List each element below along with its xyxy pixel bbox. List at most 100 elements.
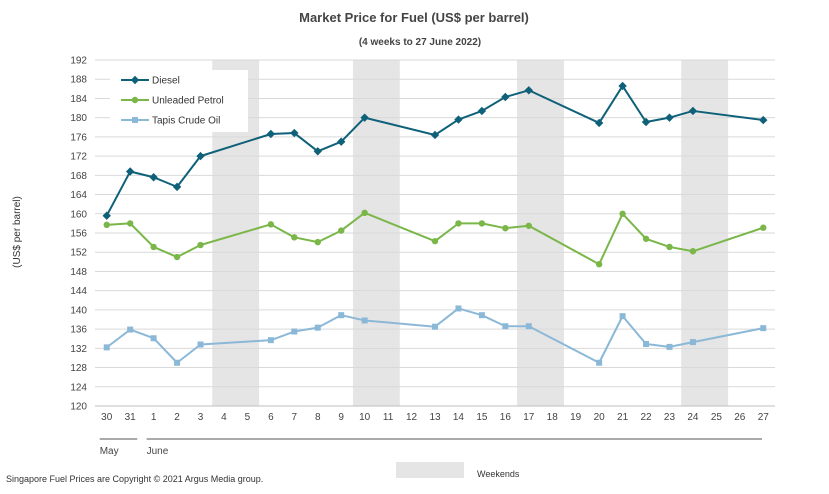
data-point (361, 317, 368, 324)
data-point (502, 224, 509, 232)
y-tick-label: 172 (70, 152, 87, 163)
x-tick-label: 1 (151, 412, 157, 423)
x-tick-label: 5 (245, 412, 251, 423)
y-tick-label: 144 (70, 286, 87, 297)
x-tick-label: 12 (406, 412, 418, 423)
data-point (431, 237, 439, 245)
x-tick-label: 31 (125, 412, 137, 423)
x-tick-label: 26 (734, 412, 746, 423)
data-point (432, 323, 438, 330)
chart-title: Market Price for Fuel (US$ per barrel) (299, 10, 529, 25)
data-point (338, 312, 345, 319)
y-tick-label: 168 (70, 171, 87, 182)
data-point (455, 305, 462, 312)
x-tick-label: 18 (547, 412, 559, 423)
data-point (619, 313, 626, 320)
data-point (478, 220, 486, 227)
legend-marker (132, 117, 138, 123)
x-tick-label: 4 (221, 412, 227, 423)
x-tick-label: 19 (570, 412, 582, 423)
month-axis: May June (99, 438, 762, 457)
data-point (150, 335, 157, 342)
weekend-legend-label: Weekends (477, 469, 520, 479)
x-tick-label: 6 (268, 412, 274, 423)
x-tick-label: 17 (523, 412, 535, 423)
x-tick-label: 14 (453, 412, 465, 423)
y-tick-label: 156 (70, 229, 87, 240)
month-label: May (100, 446, 119, 457)
data-point (524, 86, 533, 95)
legend-label: Tapis Crude Oil (152, 116, 220, 127)
x-tick-label: 22 (640, 412, 652, 423)
month-label: June (147, 446, 169, 457)
data-point (477, 106, 487, 116)
data-point (126, 220, 134, 227)
x-tick-label: 16 (500, 412, 512, 423)
x-tick-label: 7 (292, 412, 298, 423)
y-tick-label: 140 (70, 305, 87, 316)
legend-marker (130, 75, 140, 85)
data-point (595, 261, 603, 268)
x-tick-label: 9 (338, 412, 344, 423)
data-point (641, 117, 651, 127)
y-tick-labels: 120 124 128 132 136 140 144 148 152 156 160 164 168 1… (70, 56, 87, 413)
data-point (642, 235, 650, 242)
x-tick-label: 13 (429, 412, 441, 423)
x-tick-label: 25 (711, 412, 723, 423)
data-point (360, 113, 369, 122)
data-point (266, 129, 276, 139)
data-point (665, 113, 674, 122)
data-point (760, 224, 767, 231)
data-point (760, 325, 767, 332)
y-tick-label: 164 (70, 190, 87, 201)
y-tick-label: 124 (70, 382, 87, 393)
data-point (314, 324, 321, 331)
series-group (102, 81, 768, 366)
x-tick-label: 30 (101, 412, 113, 423)
data-point (525, 222, 532, 229)
data-point (150, 243, 157, 251)
data-point (174, 359, 181, 366)
x-tick-label: 10 (359, 412, 371, 423)
y-tick-label: 136 (70, 325, 87, 336)
data-point (125, 167, 135, 176)
data-point (149, 173, 158, 182)
data-point (314, 238, 321, 246)
legend-marker (131, 96, 139, 104)
chart-subtitle: (4 weeks to 27 June 2022) (359, 37, 481, 48)
x-tick-label: 2 (174, 412, 180, 423)
data-point (594, 118, 604, 128)
x-tick-label: 8 (315, 412, 321, 423)
legend: Diesel Unleaded Petrol Tapis Crude Oil (110, 70, 248, 132)
y-tick-label: 132 (70, 344, 87, 355)
x-tick-labels: 30 31 1 2 3 4 5 6 7 8 9 10 11 12 13 14 15 16 17 18 19 20 21 22 2… (101, 412, 769, 423)
data-point (313, 147, 322, 156)
x-tick-label: 21 (617, 412, 629, 423)
data-point (172, 182, 182, 192)
data-point (619, 210, 626, 217)
x-tick-label: 15 (476, 412, 488, 423)
data-point (267, 337, 274, 344)
data-point (643, 341, 650, 348)
data-point (502, 323, 509, 330)
data-point (338, 227, 345, 234)
data-point (267, 221, 275, 228)
y-tick-label: 160 (70, 209, 87, 220)
y-tick-label: 152 (70, 248, 87, 259)
y-tick-label: 188 (70, 75, 87, 86)
y-tick-label: 128 (70, 363, 87, 374)
data-point (196, 151, 205, 161)
data-point (430, 130, 440, 140)
data-point (455, 220, 462, 227)
data-point (337, 137, 346, 146)
data-point (127, 326, 134, 333)
data-point (689, 248, 697, 255)
x-tick-label: 24 (687, 412, 699, 423)
data-point (525, 323, 532, 330)
x-tick-label: 23 (664, 412, 676, 423)
weekend-legend: Weekends (396, 462, 520, 479)
data-point (689, 339, 696, 346)
x-tick-label: 3 (198, 412, 204, 423)
legend-label: Diesel (152, 76, 180, 87)
